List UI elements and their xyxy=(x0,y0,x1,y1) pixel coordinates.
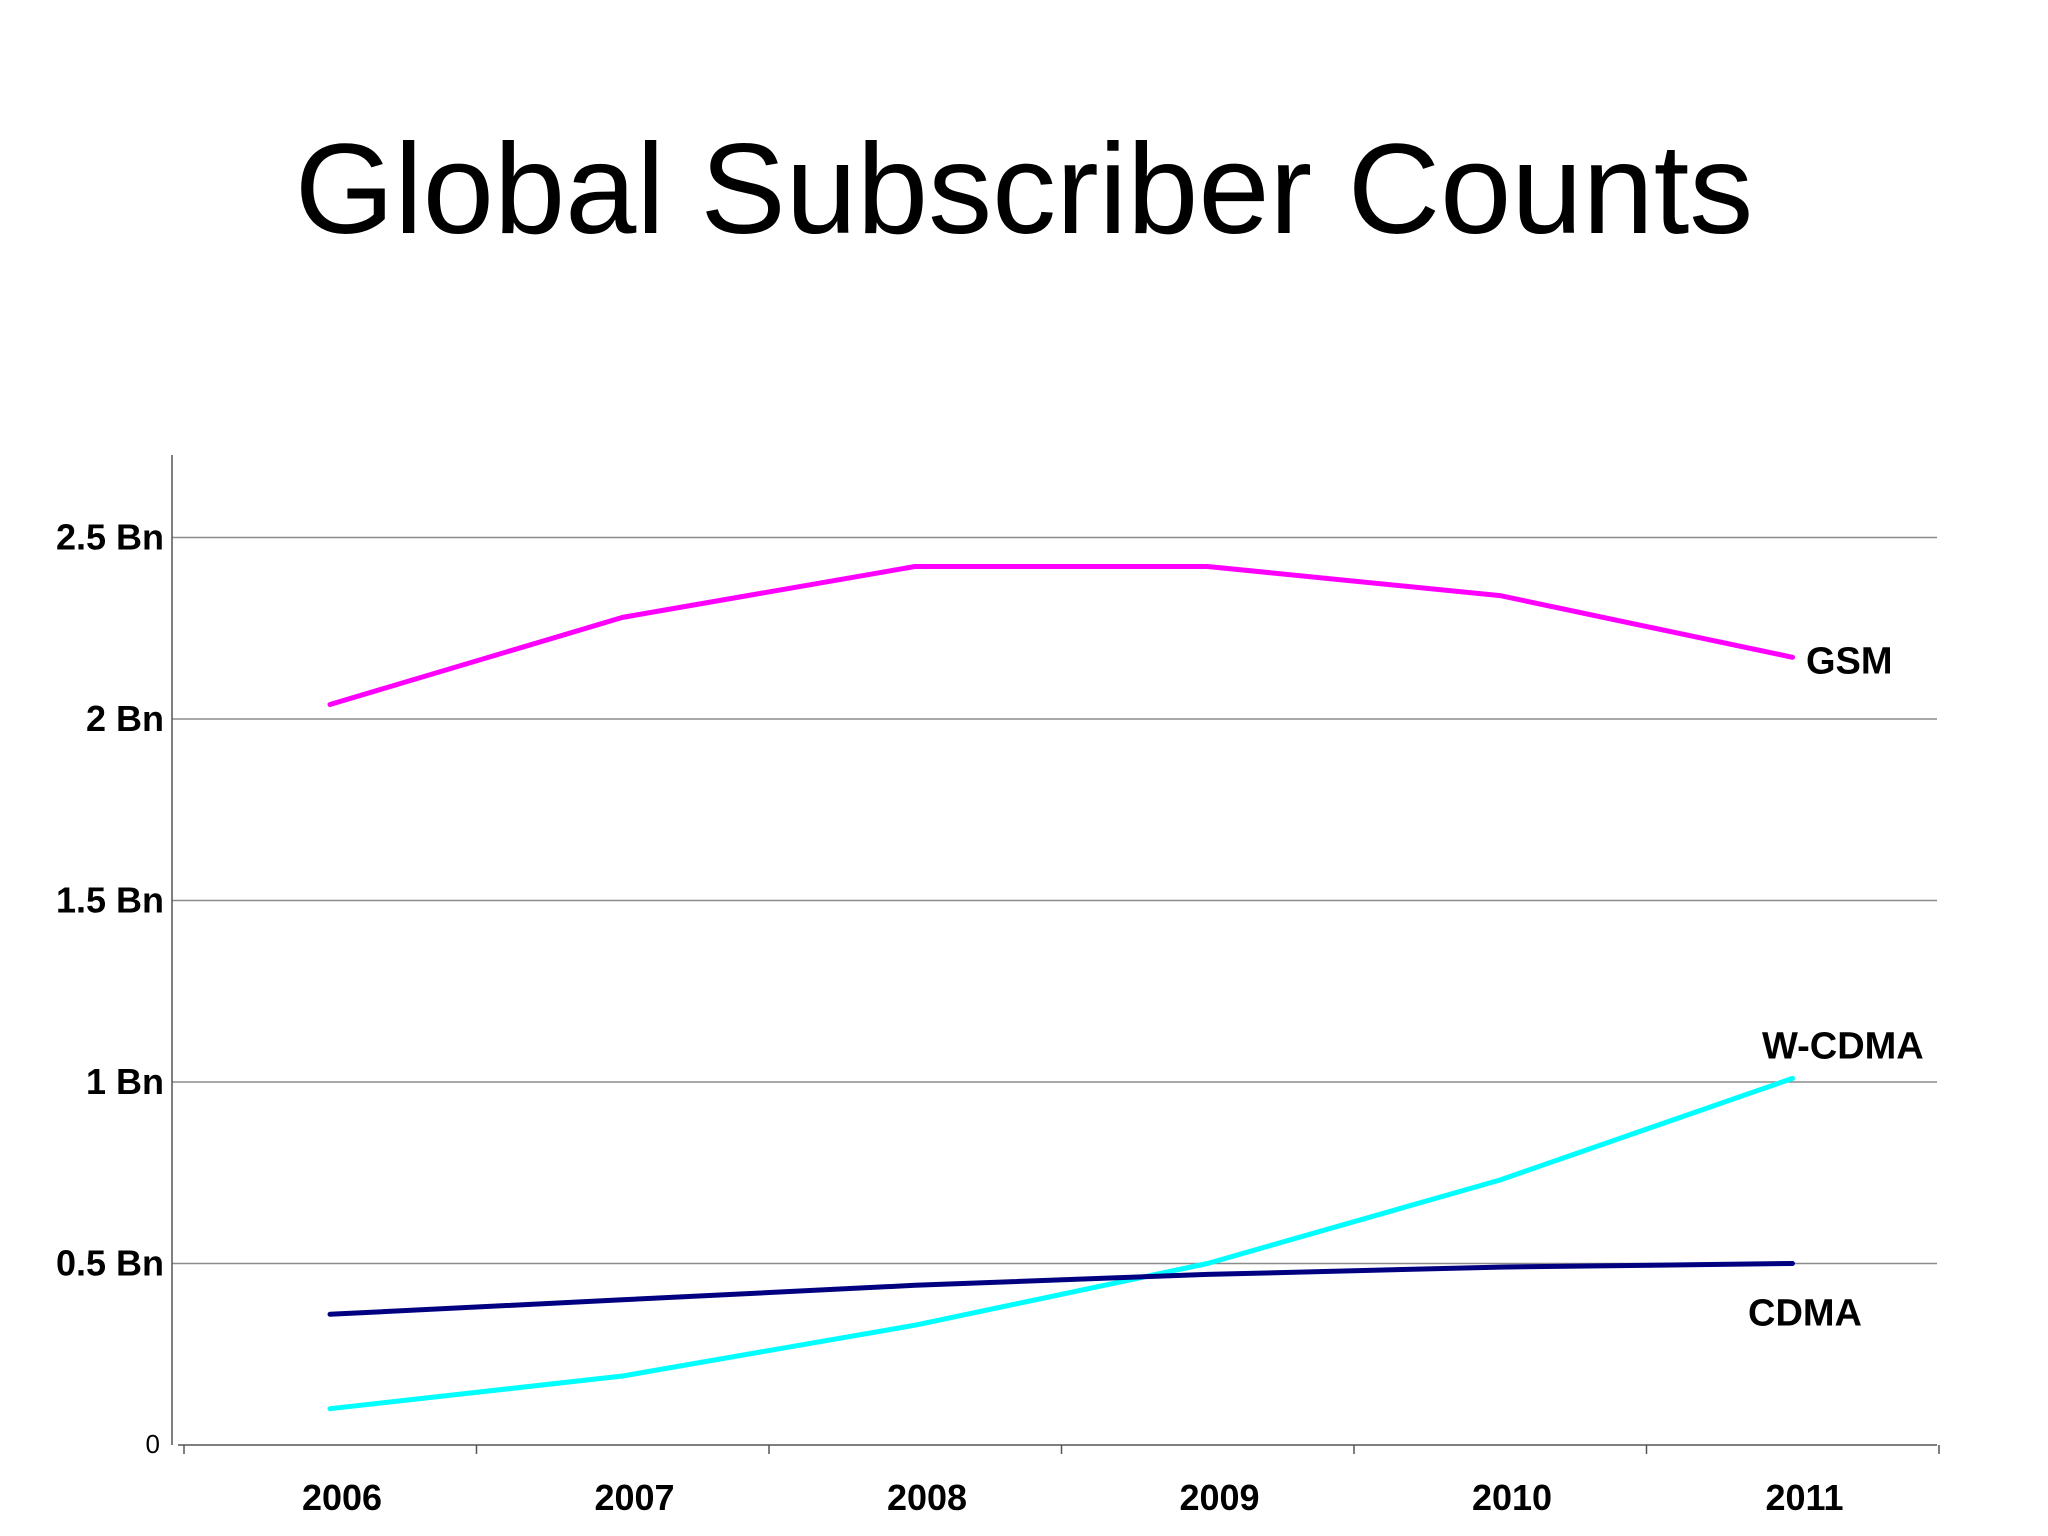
y-tick-label: 0.5 Bn xyxy=(56,1243,164,1284)
series-layer xyxy=(327,564,1795,1412)
x-tick-label: 2009 xyxy=(1179,1477,1259,1518)
y-tick-label: 1.5 Bn xyxy=(56,880,164,921)
series-label-gsm: GSM xyxy=(1806,640,1893,682)
x-tick-label: 2008 xyxy=(887,1477,967,1518)
series-line-cdma xyxy=(327,1261,1795,1317)
y-tick-label: 2.5 Bn xyxy=(56,517,164,558)
x-tick-label: 2011 xyxy=(1765,1477,1843,1518)
y-tick-label: 2 Bn xyxy=(86,698,164,739)
y-tick-label: 0 xyxy=(146,1429,160,1459)
grid-layer xyxy=(172,536,1937,1265)
x-tick-label: 2007 xyxy=(594,1477,674,1518)
series-line-gsm xyxy=(327,564,1795,707)
x-tick-labels: 2006 2007 2008 2009 2010 2011 xyxy=(302,1477,1844,1518)
series-labels: GSM W-CDMA CDMA xyxy=(1748,640,1924,1334)
chart-title: Global Subscriber Counts xyxy=(294,118,1754,261)
axis-layer xyxy=(171,455,1940,1454)
x-tick-label: 2006 xyxy=(302,1477,382,1518)
series-line-w-cdma xyxy=(327,1075,1795,1412)
y-tick-labels: 0 0.5 Bn 1 Bn 1.5 Bn 2 Bn 2.5 Bn xyxy=(56,517,164,1460)
series-label-cdma: CDMA xyxy=(1748,1293,1862,1335)
y-tick-label: 1 Bn xyxy=(86,1061,164,1102)
series-label-w-cdma: W-CDMA xyxy=(1762,1025,1924,1067)
x-tick-label: 2010 xyxy=(1472,1477,1552,1518)
